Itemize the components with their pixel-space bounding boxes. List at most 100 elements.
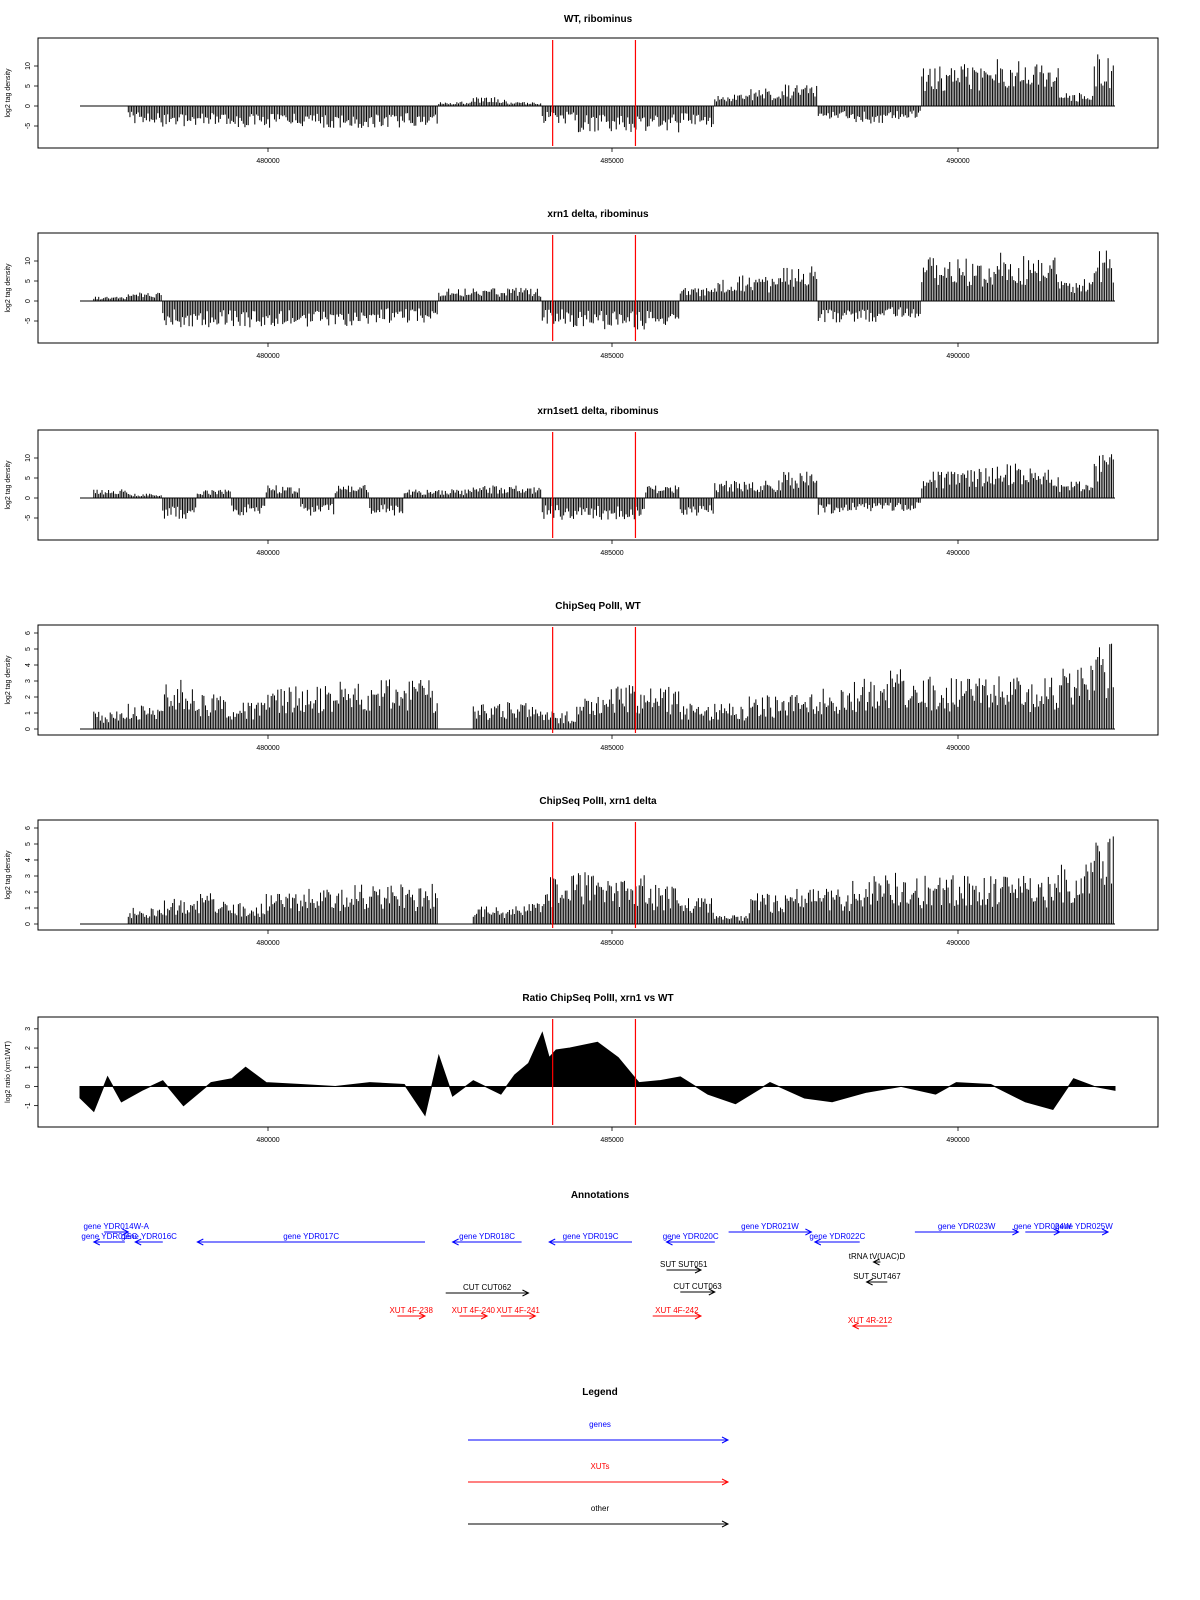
arrow-head [865, 1278, 873, 1286]
feature-label: gene YDR018C [459, 1232, 515, 1241]
arrow-head [665, 1238, 673, 1246]
y-tick-label: 4 [25, 663, 32, 667]
panel-6: 3 2 1 0 -1 log2 ratio (xrn1/WT) 480000 485000 49… [5, 1016, 1159, 1144]
signal-bars [93, 250, 1114, 330]
arrow-head [418, 1312, 427, 1320]
feature-genes: gene YDR021W [728, 1222, 813, 1236]
y-tick-label: 1 [25, 1065, 32, 1069]
panel-title: Ratio ChipSeq PolII, xrn1 vs WT [522, 993, 673, 1004]
x-tick-label: 480000 [256, 745, 279, 752]
y-tick-label: 0 [25, 922, 32, 926]
x-tick-label: 485000 [600, 353, 623, 360]
x-tick-label: 485000 [600, 1137, 623, 1144]
feature-label: gene YDR017C [283, 1232, 339, 1241]
feature-xuts: XUT 4F-242 [652, 1306, 703, 1320]
x-tick-label: 480000 [256, 158, 279, 165]
legend-label: other [591, 1504, 610, 1513]
feature-other: tRNA tV(UAC)D [849, 1252, 906, 1266]
feature-label: XUT 4F-240 [452, 1306, 496, 1315]
feature-label: XUT 4F-242 [655, 1306, 699, 1315]
feature-label: XUT 4R-212 [848, 1316, 893, 1325]
y-tick-label: 0 [25, 727, 32, 731]
y-tick-label: 2 [25, 1046, 32, 1050]
y-tick-label: 6 [25, 826, 32, 830]
arrow-head [480, 1312, 489, 1320]
y-tick-label: -1 [25, 1102, 32, 1108]
arrow-head [694, 1312, 703, 1320]
x-tick-label: 490000 [946, 745, 969, 752]
feature-genes: gene YDR023W [914, 1222, 1020, 1236]
y-tick-label: -5 [25, 515, 32, 521]
feature-xuts: XUT 4R-212 [848, 1316, 893, 1330]
panel-frame [37, 37, 1159, 149]
y-axis-label: log2 tag density [5, 655, 12, 705]
feature-genes: gene YDR019C [548, 1232, 632, 1246]
feature-genes: gene YDR020C [663, 1232, 719, 1246]
y-axis-label: log2 ratio (xrn1/WT) [5, 1041, 12, 1103]
y-tick-label: 4 [25, 858, 32, 862]
x-tick-label: 480000 [256, 353, 279, 360]
feature-label: gene YDR014W-A [83, 1222, 149, 1231]
x-tick-label: 490000 [946, 158, 969, 165]
panel-2: 10 5 0 -5 log2 tag density 480000 485000 490000 [5, 232, 1159, 360]
y-axis-label: log2 tag density [5, 263, 12, 313]
arrow-head [805, 1228, 813, 1236]
panel-frame [37, 232, 1159, 344]
arrow-head [694, 1266, 703, 1274]
arrow-head [708, 1288, 716, 1296]
y-tick-label: 1 [25, 711, 32, 715]
y-tick-label: 3 [25, 874, 32, 878]
arrow-head [196, 1238, 204, 1246]
arrow-head [522, 1289, 530, 1297]
feature-label: gene YDR016C [121, 1232, 177, 1241]
feature-xuts: XUT 4F-238 [389, 1306, 433, 1320]
panel-title: xrn1set1 delta, ribominus [537, 406, 659, 417]
arrow-head [451, 1238, 459, 1246]
legend-label: genes [589, 1420, 611, 1429]
arrow-head [721, 1478, 730, 1486]
panel-title: WT, ribominus [564, 14, 633, 25]
legend-item-genes: genes [468, 1420, 730, 1444]
arrow-head [134, 1238, 142, 1246]
x-tick-label: 485000 [600, 158, 623, 165]
feature-label: tRNA tV(UAC)D [849, 1252, 906, 1261]
y-tick-label: 0 [25, 104, 32, 108]
y-tick-label: 0 [25, 1084, 32, 1088]
feature-other: CUT CUT063 [673, 1282, 722, 1296]
panel-frame [37, 624, 1159, 736]
panel-title: ChipSeq PolII, WT [555, 601, 641, 612]
y-axis-label: log2 tag density [5, 460, 12, 510]
panel-frame [37, 1016, 1159, 1128]
panel-title: xrn1 delta, ribominus [547, 209, 649, 220]
x-tick-label: 485000 [600, 550, 623, 557]
x-tick-label: 480000 [256, 1137, 279, 1144]
arrow-head [721, 1520, 730, 1528]
feature-label: XUT 4F-241 [496, 1306, 540, 1315]
y-tick-label: 10 [25, 257, 32, 265]
feature-genes: gene YDR018C [451, 1232, 522, 1246]
x-tick-label: 490000 [946, 1137, 969, 1144]
feature-genes: gene YDR016C [121, 1232, 177, 1246]
panel-frame [37, 819, 1159, 931]
arrow-head [122, 1228, 130, 1236]
legend-label: XUTs [590, 1462, 609, 1471]
x-tick-label: 480000 [256, 940, 279, 947]
y-tick-label: -5 [25, 123, 32, 129]
y-tick-label: 6 [25, 631, 32, 635]
feature-genes: gene YDR022C [809, 1232, 865, 1246]
y-tick-label: 2 [25, 890, 32, 894]
feature-label: gene YDR025W [1055, 1222, 1113, 1231]
y-tick-label: 5 [25, 84, 32, 88]
y-tick-label: 5 [25, 279, 32, 283]
feature-genes: gene YDR017C [196, 1232, 425, 1246]
signal-bars [127, 54, 1114, 133]
x-tick-label: 490000 [946, 940, 969, 947]
x-tick-label: 485000 [600, 745, 623, 752]
x-tick-label: 480000 [256, 550, 279, 557]
y-tick-label: 1 [25, 906, 32, 910]
signal-bars [93, 643, 1114, 729]
y-tick-label: 10 [25, 454, 32, 462]
feature-label: SUT SUT051 [660, 1260, 708, 1269]
feature-genes: gene YDR014W-A [83, 1222, 150, 1236]
legend-title: Legend [582, 1387, 618, 1398]
